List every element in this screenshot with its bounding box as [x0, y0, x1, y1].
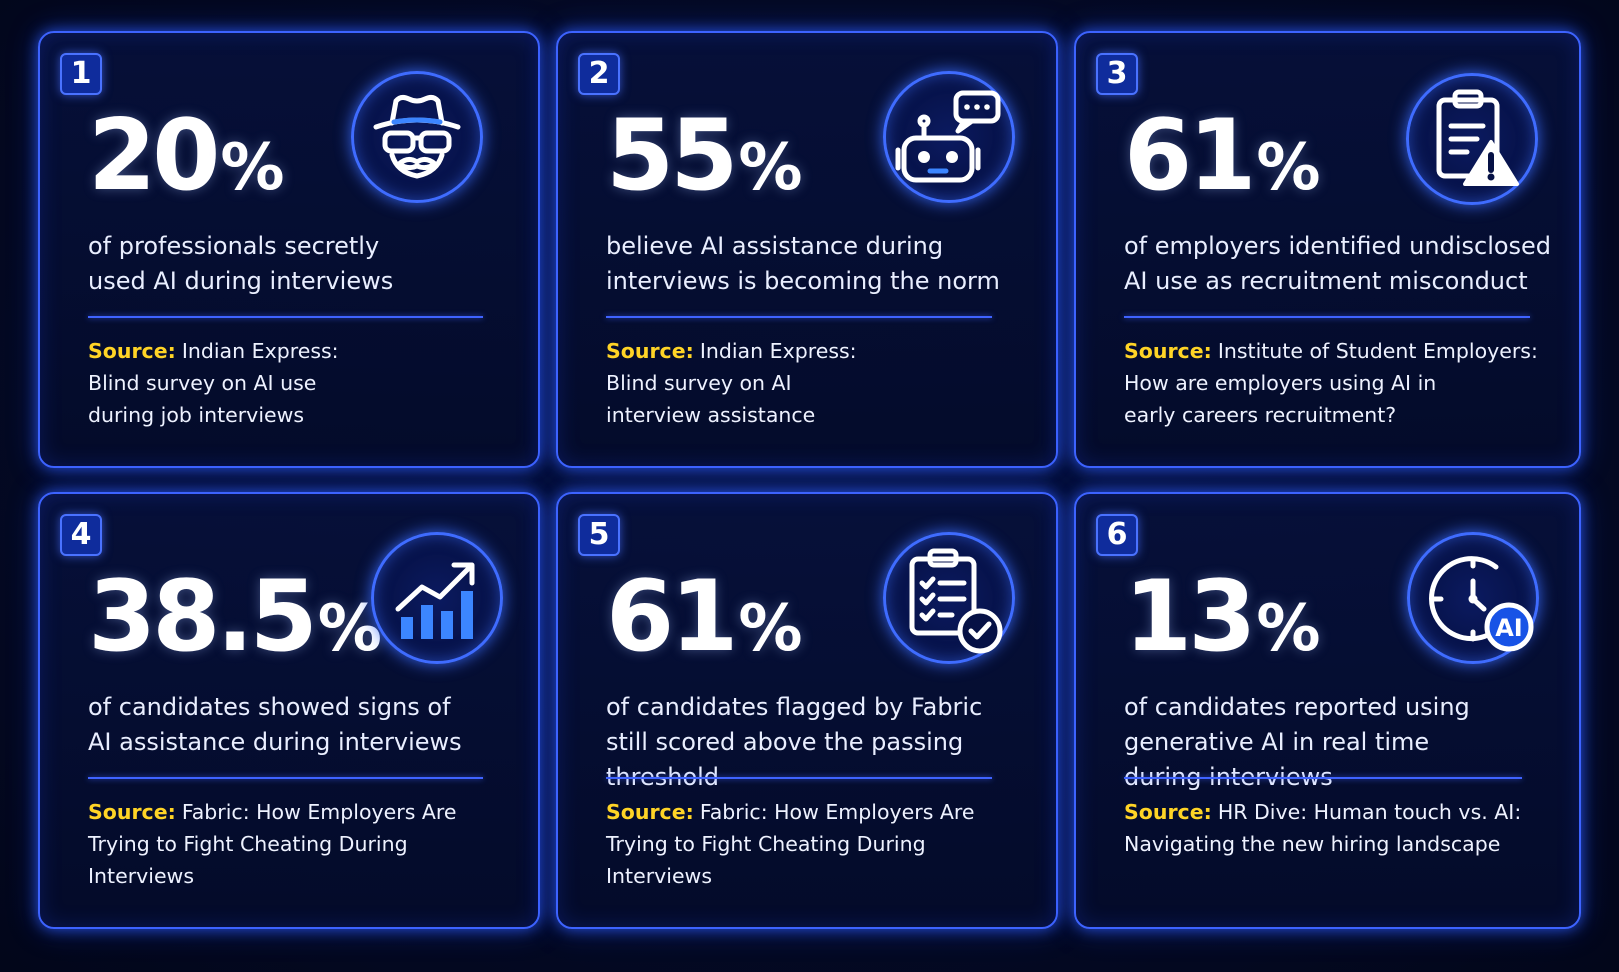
- stat-description: believe AI assistance during interviews …: [606, 229, 1026, 299]
- description-line: of candidates showed signs of: [88, 693, 451, 721]
- description-line: believe AI assistance during: [606, 232, 944, 260]
- card-number-badge: 6: [1096, 514, 1138, 556]
- source-line: Fabric: How Employers Are: [181, 800, 457, 824]
- clipboard-warning-icon: [1406, 73, 1538, 205]
- card-number-badge: 3: [1096, 53, 1138, 95]
- divider: [1124, 316, 1530, 318]
- stat-value: 20%: [88, 107, 285, 205]
- divider: [606, 316, 992, 318]
- stat-number: 38.5: [88, 560, 318, 674]
- divider: [88, 316, 483, 318]
- stat-unit: %: [1256, 592, 1321, 666]
- stat-value: 38.5%: [88, 568, 382, 666]
- source-line: early careers recruitment?: [1124, 403, 1397, 427]
- description-line: used AI during interviews: [88, 267, 394, 295]
- stat-card-6: 6 13% AI of candidates reported using ge…: [1074, 492, 1581, 929]
- source-line: Indian Express:: [181, 339, 339, 363]
- stat-value: 13%: [1124, 568, 1321, 666]
- spy-incognito-icon: [351, 71, 483, 203]
- stats-grid: 1 20% of professionals secretly used AI …: [38, 31, 1581, 929]
- growth-chart-icon: [371, 532, 503, 664]
- source-line: Indian Express:: [699, 339, 857, 363]
- stat-description: of professionals secretly used AI during…: [88, 229, 508, 299]
- source-line: Blind survey on AI: [606, 371, 792, 395]
- source-line: during job interviews: [88, 403, 305, 427]
- stat-value: 55%: [606, 107, 803, 205]
- clipboard-check-icon: [883, 532, 1015, 664]
- source-line: Trying to Fight Cheating During: [88, 832, 408, 856]
- description-line: generative AI in real time: [1124, 728, 1430, 756]
- description-line: of professionals secretly: [88, 232, 380, 260]
- stat-description: of candidates showed signs of AI assista…: [88, 690, 508, 760]
- stat-description: of employers identified undisclosed AI u…: [1124, 229, 1564, 299]
- description-line: interviews is becoming the norm: [606, 267, 1000, 295]
- source-label: Source:: [606, 800, 694, 824]
- source-citation: Source: Fabric: How Employers Are Trying …: [88, 796, 508, 892]
- stat-number: 55: [606, 99, 738, 213]
- source-line: How are employers using AI in: [1124, 371, 1437, 395]
- source-line: HR Dive: Human touch vs. AI:: [1217, 800, 1522, 824]
- stat-number: 61: [606, 560, 738, 674]
- source-citation: Source: Indian Express: Blind survey on A…: [606, 335, 1026, 431]
- source-label: Source:: [606, 339, 694, 363]
- description-line: of candidates reported using: [1124, 693, 1470, 721]
- card-number-badge: 4: [60, 514, 102, 556]
- stat-unit: %: [738, 131, 803, 205]
- card-number-badge: 5: [578, 514, 620, 556]
- source-label: Source:: [1124, 339, 1212, 363]
- source-line: Trying to Fight Cheating During: [606, 832, 926, 856]
- source-citation: Source: Indian Express: Blind survey on A…: [88, 335, 508, 431]
- divider: [88, 777, 483, 779]
- source-citation: Source: Fabric: How Employers Are Trying …: [606, 796, 1026, 892]
- stat-card-4: 4 38.5% of candidates showed signs of AI…: [38, 492, 540, 929]
- clock-ai-icon: AI: [1407, 532, 1539, 664]
- source-line: interview assistance: [606, 403, 816, 427]
- robot-chat-icon: [883, 71, 1015, 203]
- stat-unit: %: [220, 131, 285, 205]
- stat-description: of candidates flagged by Fabric still sc…: [606, 690, 1026, 795]
- stat-card-3: 3 61% of employers identified undisclose…: [1074, 31, 1581, 468]
- source-citation: Source: Institute of Student Employers: H…: [1124, 335, 1564, 431]
- source-label: Source:: [88, 800, 176, 824]
- source-line: Interviews: [606, 864, 713, 888]
- card-number-badge: 2: [578, 53, 620, 95]
- card-number-badge: 1: [60, 53, 102, 95]
- source-line: Institute of Student Employers:: [1217, 339, 1538, 363]
- stat-card-1: 1 20% of professionals secretly used AI …: [38, 31, 540, 468]
- source-line: Interviews: [88, 864, 195, 888]
- stat-unit: %: [1256, 131, 1321, 205]
- stat-number: 13: [1124, 560, 1256, 674]
- source-label: Source:: [1124, 800, 1212, 824]
- stat-card-2: 2 55% believe AI assistance duri: [556, 31, 1058, 468]
- description-line: of employers identified undisclosed: [1124, 232, 1552, 260]
- stat-value: 61%: [606, 568, 803, 666]
- divider: [606, 777, 992, 779]
- source-line: Fabric: How Employers Are: [699, 800, 975, 824]
- source-citation: Source: HR Dive: Human touch vs. AI: Navi…: [1124, 796, 1564, 860]
- description-line: AI assistance during interviews: [88, 728, 462, 756]
- source-line: Navigating the new hiring landscape: [1124, 832, 1501, 856]
- stat-unit: %: [738, 592, 803, 666]
- stat-value: 61%: [1124, 107, 1321, 205]
- description-line: of candidates flagged by Fabric: [606, 693, 983, 721]
- description-line: AI use as recruitment misconduct: [1124, 267, 1528, 295]
- stat-description: of candidates reported using generative …: [1124, 690, 1544, 795]
- divider: [1124, 777, 1522, 779]
- source-label: Source:: [88, 339, 176, 363]
- ai-badge-text: AI: [1495, 614, 1523, 642]
- stat-number: 20: [88, 99, 220, 213]
- stat-card-5: 5 61% of candidates flagged by Fabric st…: [556, 492, 1058, 929]
- source-line: Blind survey on AI use: [88, 371, 317, 395]
- stat-number: 61: [1124, 99, 1256, 213]
- description-line: still scored above the passing: [606, 728, 964, 756]
